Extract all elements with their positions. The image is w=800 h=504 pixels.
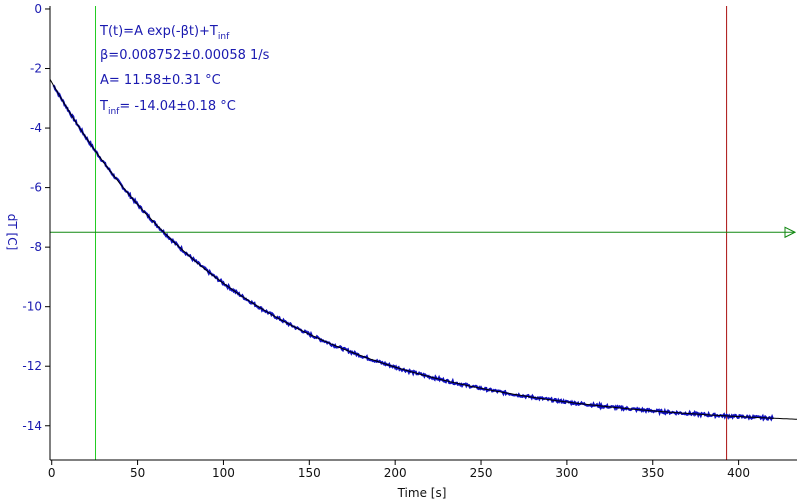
x-tick-label: 150 [298, 466, 321, 480]
x-tick-label: 300 [555, 466, 578, 480]
y-tick-label: -12 [22, 359, 42, 373]
fit-curve-line [49, 78, 797, 420]
x-tick-label: 200 [384, 466, 407, 480]
horizontal-cursor-arrowhead-icon [784, 226, 797, 239]
ticks: 0 -2 -4 -6 -8 -10 -12 -14 0 50 100 150 200 250 300 350 4… [22, 2, 750, 480]
y-axis-label: dT [C] [5, 214, 19, 251]
axes [49, 6, 797, 461]
x-tick-label: 0 [48, 466, 56, 480]
y-tick-label: -4 [30, 121, 42, 135]
x-tick-label: 100 [212, 466, 235, 480]
x-tick-label: 250 [470, 466, 493, 480]
x-tick-label: 50 [130, 466, 145, 480]
y-tick-label: -10 [22, 300, 42, 314]
x-tick-label: 400 [727, 466, 750, 480]
y-tick-label: -2 [30, 62, 42, 76]
x-tick-label: 350 [641, 466, 664, 480]
y-tick-label: -8 [30, 240, 42, 254]
y-tick-label: 0 [34, 2, 42, 16]
fit-beta-text: β=0.008752±0.00058 1/s [100, 48, 270, 63]
series-data-line [52, 84, 775, 422]
fit-tinf-text: Tinf= -14.04±0.18 °C [99, 99, 236, 117]
x-axis-label: Time [s] [397, 486, 447, 500]
plot-area [49, 6, 797, 460]
y-tick-label: -6 [30, 181, 42, 195]
y-tick-label: -14 [22, 419, 42, 433]
fit-equation-text: T(t)=A exp(-βt)+Tinf [99, 24, 230, 42]
fit-amplitude-text: A= 11.58±0.31 °C [100, 73, 221, 88]
